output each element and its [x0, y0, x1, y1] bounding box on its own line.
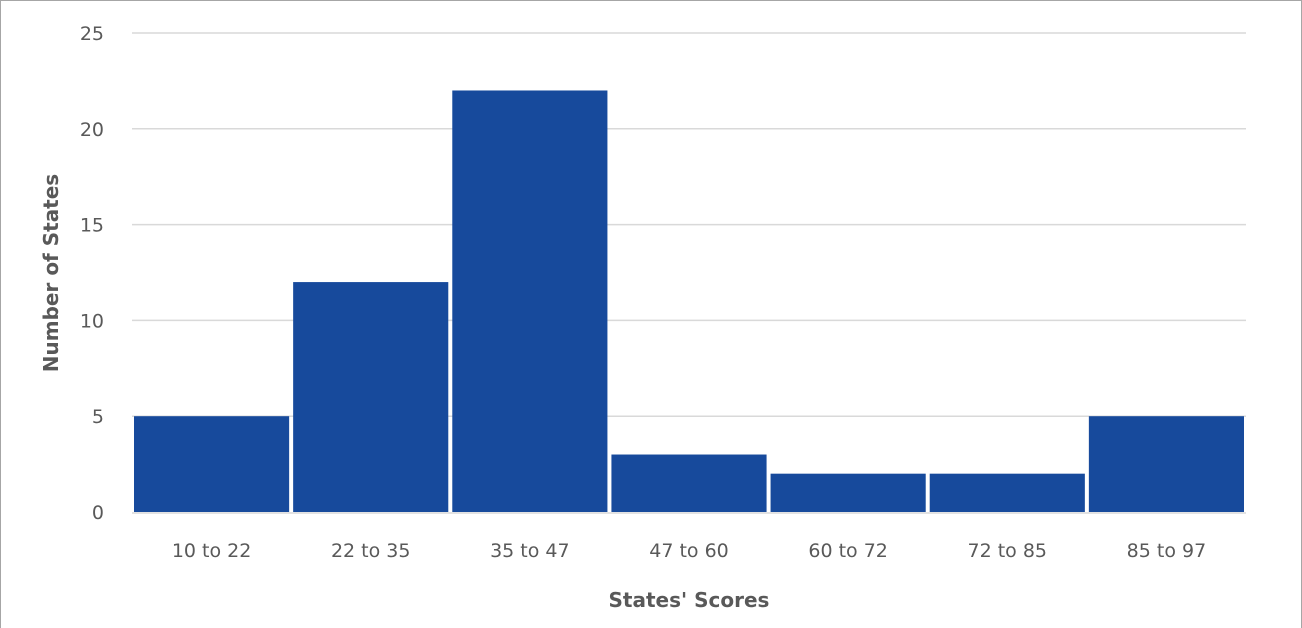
y-axis-title: Number of States — [39, 174, 63, 372]
bar — [611, 454, 767, 512]
y-tick-label: 5 — [92, 406, 104, 428]
x-tick-label: 85 to 97 — [1127, 540, 1207, 562]
bar — [770, 473, 926, 512]
x-axis-ticks: 10 to 22 22 to 35 35 to 47 47 to 60 60 to 72… — [172, 540, 1206, 562]
x-tick-label: 60 to 72 — [808, 540, 888, 562]
y-tick-label: 20 — [80, 119, 104, 141]
x-tick-label: 22 to 35 — [331, 540, 411, 562]
y-axis-ticks: 0 5 10 15 20 25 — [80, 23, 104, 524]
y-tick-label: 0 — [92, 502, 104, 524]
x-axis-title: States' Scores — [609, 588, 770, 612]
x-tick-label: 72 to 85 — [968, 540, 1048, 562]
y-tick-label: 15 — [80, 215, 104, 237]
x-tick-label: 35 to 47 — [490, 540, 570, 562]
bar — [929, 473, 1085, 512]
bar — [1088, 416, 1244, 512]
bar — [293, 282, 449, 512]
bar — [452, 90, 608, 512]
x-tick-label: 47 to 60 — [649, 540, 729, 562]
y-tick-label: 10 — [80, 310, 104, 332]
x-tick-label: 10 to 22 — [172, 540, 252, 562]
bars — [134, 90, 1244, 512]
y-tick-label: 25 — [80, 23, 104, 45]
bar — [134, 416, 290, 512]
